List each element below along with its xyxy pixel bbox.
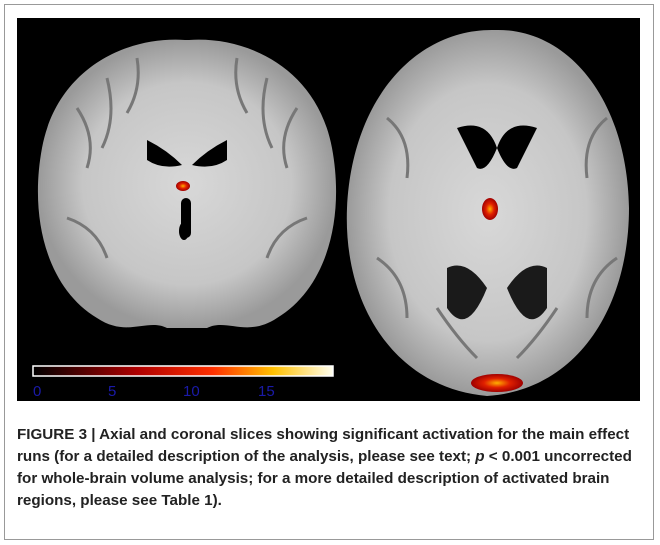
colorbar-tick-label: 0 (33, 383, 41, 400)
colorbar-tick-label: 10 (183, 383, 200, 400)
figure-caption: FIGURE 3 | Axial and coronal slices show… (17, 424, 647, 512)
axial-slice (347, 30, 629, 396)
brain-image-panel: 0 5 10 15 (17, 18, 640, 401)
colorbar-tick-label: 15 (258, 383, 275, 400)
colorbar (33, 366, 333, 376)
caption-italic: p (475, 448, 484, 465)
caption-text: ). (213, 492, 222, 509)
table-reference: Table 1 (161, 492, 212, 509)
page: 0 5 10 15 FIGURE 3 | Axial and coronal slic… (0, 0, 660, 545)
colorbar-tick-label: 5 (108, 383, 116, 400)
coronal-slice (38, 40, 336, 328)
